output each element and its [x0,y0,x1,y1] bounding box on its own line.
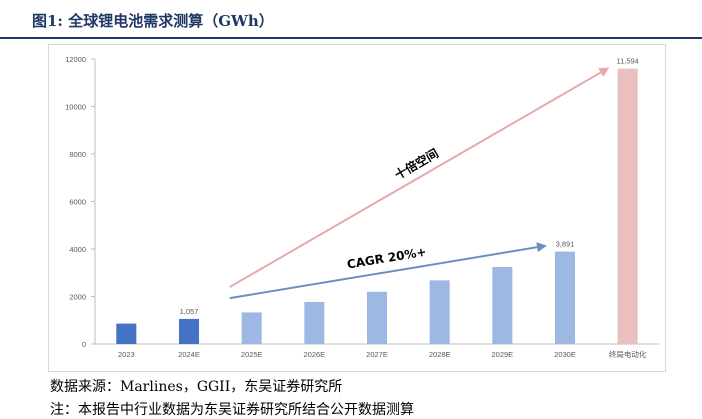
y-tick-label: 10000 [65,103,86,112]
x-tick-label: 2027E [366,350,388,359]
chart-frame: 0 2000 4000 6000 8000 10000 12000 2023 2024E 1,05… [48,44,666,372]
x-tick-label: 2025E [241,350,263,359]
bar [304,301,325,344]
bar [429,280,450,344]
bar [554,251,576,344]
bar-chart: 0 2000 4000 6000 8000 10000 12000 2023 2024E 1,05… [65,55,659,359]
x-tick-label: 2026E [303,350,325,359]
figure-title: 图1: 全球锂电池需求测算（GWh） [32,12,274,30]
data-label: 1,057 [180,307,199,316]
bar [178,318,200,344]
annotation-label: 十倍空间 [392,145,441,182]
y-tick-label: 4000 [69,245,86,254]
x-tick-label: 2028E [429,350,451,359]
data-label: 3,891 [556,240,575,249]
bar [492,267,513,344]
bar [617,68,638,344]
bar [116,323,137,344]
y-tick-label: 8000 [69,150,86,159]
title-rule [0,37,702,39]
bar [241,312,262,344]
bar [366,291,388,344]
y-tick-label: 2000 [69,293,86,302]
trend-arrow [229,242,547,300]
data-source: 数据来源：Marlines，GGII，东吴证券研究所 [50,379,343,395]
x-tick-label: 2024E [178,350,200,359]
y-tick-label: 6000 [69,198,86,207]
data-label: 11,594 [616,57,638,66]
x-tick-label: 2023 [118,350,135,359]
y-tick-label: 0 [82,340,86,349]
x-tick-label: 2030E [554,350,576,359]
trend-arrow [229,67,610,288]
figure-note: 注：本报告中行业数据为东吴证券研究所结合公开数据测算 [50,402,414,418]
x-tick-label: 2029E [491,350,513,359]
x-tick-label: 终局电动化 [609,349,647,359]
y-tick-label: 12000 [65,55,86,64]
